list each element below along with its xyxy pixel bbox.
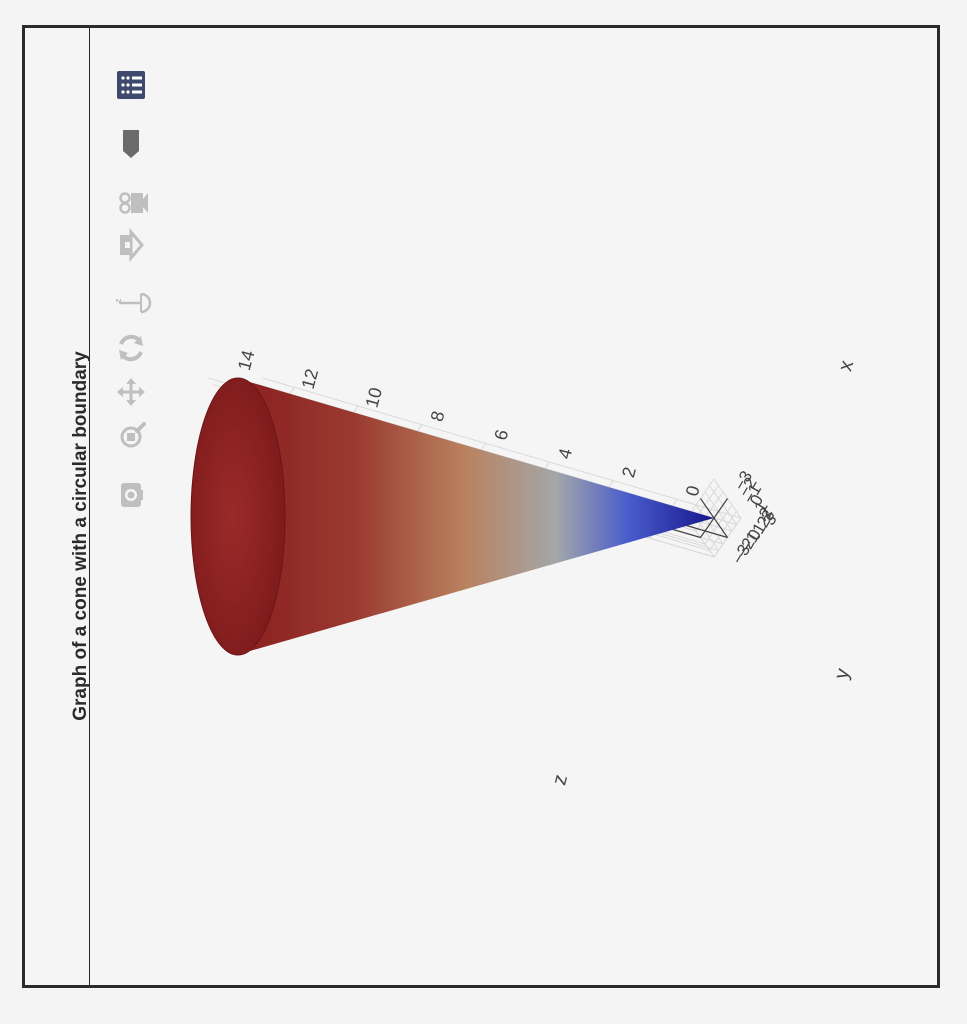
title-strip: Graph of a cone with a circular boundary	[25, 28, 91, 985]
z-tick-label: 14	[234, 348, 259, 373]
camera-icon[interactable]	[121, 483, 143, 507]
z-tick-label: 0	[682, 483, 704, 498]
turntable-icon[interactable]: z	[113, 292, 152, 314]
cone-surface	[190, 377, 714, 656]
hover-icon[interactable]	[123, 130, 139, 158]
z-tick-label: 4	[554, 446, 576, 461]
pan-icon[interactable]	[117, 378, 145, 406]
z-axis-title: z	[548, 772, 572, 787]
z-tick-label: 2	[618, 465, 640, 480]
orbit-rotation-icon[interactable]	[119, 334, 143, 362]
cone-side	[195, 378, 714, 655]
svg-text:z: z	[113, 298, 123, 303]
x-axis-title: x	[834, 358, 858, 373]
gridline-x	[262, 377, 742, 519]
y-axis-title: y	[830, 666, 854, 681]
plotly-logo-icon[interactable]	[117, 71, 145, 99]
modebar: z	[113, 71, 152, 507]
zoom-icon[interactable]	[120, 422, 146, 448]
z-tick-label: 8	[427, 409, 449, 424]
camera-save-icon[interactable]	[119, 192, 149, 214]
home-icon[interactable]	[120, 227, 144, 263]
cone-base	[190, 377, 286, 656]
z-tick-label: 12	[298, 367, 323, 392]
z-tick-label: 6	[490, 427, 512, 442]
z-tick-label: 10	[362, 385, 387, 410]
